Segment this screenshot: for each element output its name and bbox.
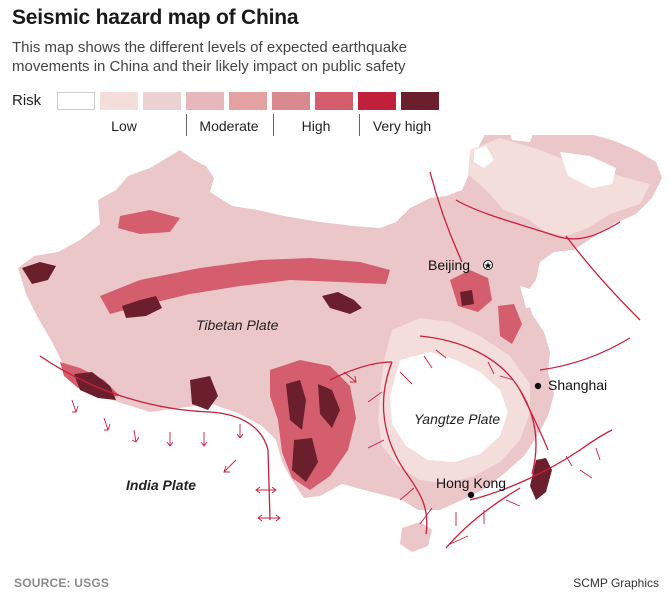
hong-kong-label: Hong Kong (436, 475, 506, 491)
source-credit: SOURCE: USGS (14, 576, 110, 590)
motion-arrow (223, 459, 237, 473)
plate-boundary (469, 429, 613, 501)
legend-swatch-4 (186, 92, 224, 110)
capital-star-icon (483, 260, 493, 270)
motion-arrow (579, 469, 593, 479)
risk-legend: Risk Low Moderate High Very high (12, 90, 452, 136)
motion-arrow (166, 432, 174, 447)
very-high-risk-zone (286, 380, 306, 430)
seismic-map: Tibetan Plate Yangtze Plate India Plate … (18, 135, 662, 552)
yangtze-plate-label: Yangtze Plate (414, 411, 500, 427)
very-high-risk-zone (190, 376, 218, 410)
page-subtitle: This map shows the different levels of e… (12, 39, 407, 75)
very-high-risk-zone (322, 292, 362, 314)
shanghai-marker-icon (534, 382, 542, 390)
plate-boundaries (39, 171, 641, 549)
legend-swatch-6 (272, 92, 310, 110)
plate-motion-arrows (71, 349, 601, 545)
legend-label: Risk (12, 92, 42, 109)
motion-arrow (367, 439, 385, 449)
plate-boundary (455, 199, 621, 240)
legend-tier-very-high: Very high (372, 118, 432, 134)
high-risk-belt (498, 304, 522, 344)
motion-arrow (499, 375, 515, 381)
motion-arrow (505, 499, 521, 507)
motion-arrow (399, 487, 415, 501)
motion-arrow (565, 455, 573, 467)
plate-boundary (39, 355, 271, 521)
legend-swatch-5 (229, 92, 267, 110)
motion-arrow (71, 399, 79, 413)
motion-arrow (487, 361, 495, 375)
plate-boundary (429, 171, 463, 263)
legend-swatch-7 (315, 92, 353, 110)
stable-zone (474, 146, 494, 168)
legend-swatch-3 (143, 92, 181, 110)
legend-divider (273, 114, 274, 136)
india-plate-label: India Plate (126, 477, 196, 493)
hong-kong-marker-icon (467, 491, 475, 499)
legend-swatch-1 (57, 92, 95, 110)
tibetan-plate-label: Tibetan Plate (196, 317, 279, 333)
very-high-risk-zone (122, 296, 162, 318)
high-risk-belt (100, 258, 390, 314)
legend-tier-high: High (301, 118, 331, 134)
motion-arrow (236, 424, 244, 439)
high-risk-belt (118, 210, 180, 234)
motion-arrow (449, 535, 469, 545)
legend-swatch-8 (358, 92, 396, 110)
legend-divider (186, 114, 187, 136)
beijing-label: Beijing (428, 257, 470, 273)
hainan-island (400, 522, 432, 552)
motion-arrow (435, 349, 447, 359)
stable-zone (390, 352, 508, 462)
stable-zone (510, 135, 533, 142)
legend-divider (359, 114, 360, 136)
motion-arrow (257, 514, 281, 522)
very-high-risk-zone (318, 384, 340, 428)
legend-swatch-2 (100, 92, 138, 110)
stable-zone (520, 286, 542, 308)
motion-arrow (343, 371, 357, 383)
plate-boundary (419, 335, 537, 475)
motion-arrow (103, 417, 111, 431)
very-high-risk-zone (22, 262, 56, 284)
stable-zone (560, 152, 616, 188)
motion-arrow (255, 486, 277, 494)
very-high-risk-zone (292, 438, 318, 482)
page-title: Seismic hazard map of China (12, 6, 299, 29)
plate-boundary (329, 361, 393, 381)
legend-swatch-9 (401, 92, 439, 110)
low-risk-zone (468, 138, 650, 236)
plate-boundary (519, 389, 549, 451)
motion-arrow (419, 507, 433, 525)
plate-boundary (565, 235, 641, 321)
motion-arrow (131, 429, 140, 443)
motion-arrow (200, 432, 208, 447)
legend-tier-moderate: Moderate (199, 118, 259, 134)
motion-arrow (399, 371, 413, 385)
motion-arrow (595, 447, 601, 461)
graphics-credit: SCMP Graphics (573, 576, 659, 590)
very-high-risk-zone (460, 290, 474, 306)
motion-arrow (423, 355, 433, 369)
motion-arrow (367, 391, 383, 403)
shanghai-label: Shanghai (548, 377, 607, 393)
plate-boundary (382, 361, 428, 535)
legend-tier-low: Low (111, 118, 137, 134)
plate-boundary (445, 487, 521, 549)
taiwan-island (530, 458, 552, 500)
plate-boundary (539, 337, 631, 371)
